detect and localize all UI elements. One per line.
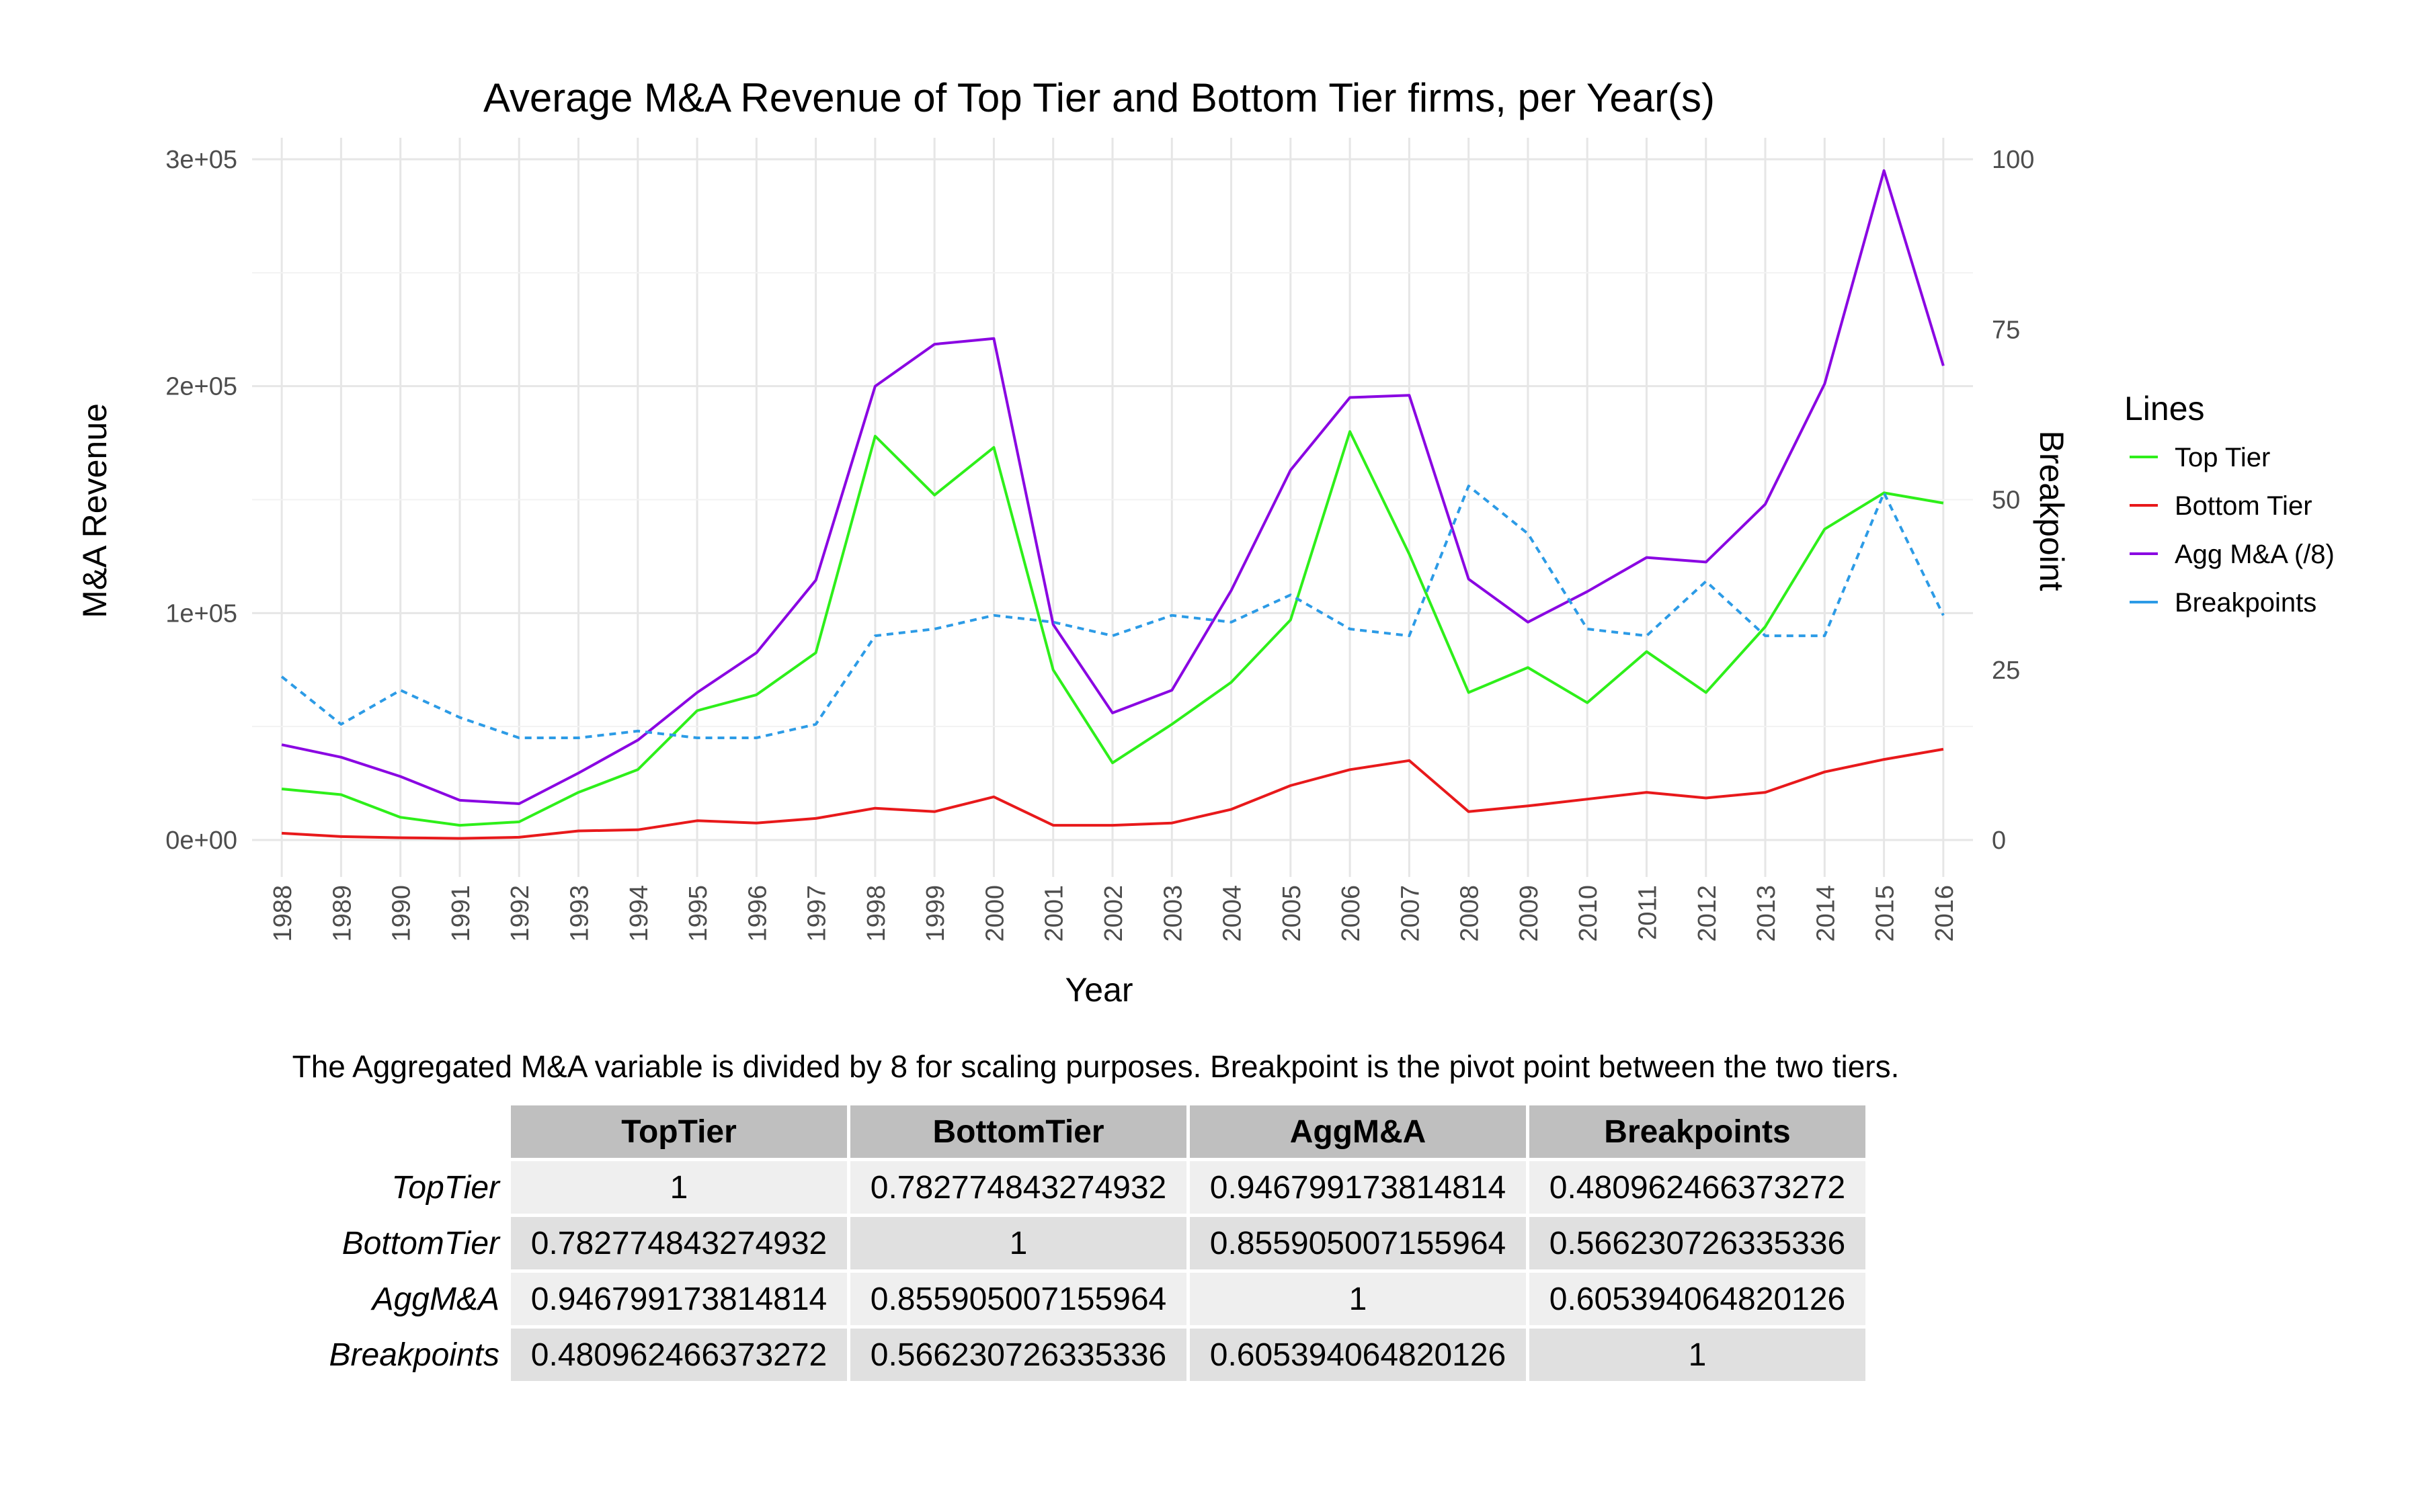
y-tick-label: 2e+05 [165, 373, 237, 401]
table-row: BottomTier 0.782774843274932 1 0.8559050… [309, 1217, 1865, 1269]
x-tick-label: 2000 [981, 885, 1009, 942]
legend-label-top-tier: Top Tier [2175, 443, 2270, 472]
table-cell: 0.782774843274932 [511, 1217, 847, 1269]
x-tick-label: 2005 [1278, 885, 1306, 942]
x-tick-label: 2009 [1515, 885, 1543, 942]
table-header-row: TopTier BottomTier AggM&A Breakpoints [309, 1105, 1865, 1158]
x-tick-label: 1999 [922, 885, 950, 942]
x-tick-label: 1998 [862, 885, 891, 942]
row-header: TopTier [391, 1169, 499, 1206]
y2-axis-label: Breakpoint [2033, 430, 2070, 591]
row-header: AggM&A [372, 1281, 499, 1317]
column-header: Breakpoints [1529, 1105, 1865, 1158]
y2-tick-label: 25 [1992, 657, 2020, 685]
x-tick-label: 1991 [447, 885, 475, 942]
x-tick-label: 2010 [1574, 885, 1603, 942]
table-cell: 0.480962466373272 [511, 1329, 847, 1381]
table-corner [309, 1105, 508, 1158]
x-tick-label: 2002 [1100, 885, 1128, 942]
table-cell: 0.480962466373272 [1529, 1161, 1865, 1214]
chart-caption: The Aggregated M&A variable is divided b… [292, 1049, 1900, 1084]
table-cell: 0.946799173814814 [1190, 1161, 1526, 1214]
y-tick-label: 0e+00 [165, 827, 237, 855]
x-tick-label: 1990 [388, 885, 416, 942]
x-axis-label: Year [1065, 971, 1133, 1009]
y2-tick-label: 0 [1992, 827, 2006, 855]
table-cell: 0.855905007155964 [1190, 1217, 1526, 1269]
axes: 1988 1989 1990 1991 1992 1993 1994 1995 1996 1997… [165, 146, 2034, 942]
row-header: BottomTier [341, 1225, 499, 1261]
legend-title: Lines [2124, 390, 2205, 427]
table-cell: 0.605394064820126 [1190, 1329, 1526, 1381]
table-cell: 0.855905007155964 [850, 1273, 1186, 1325]
y-axis-label: M&A Revenue [76, 403, 114, 618]
table-cell: 1 [1529, 1329, 1865, 1381]
legend-label-bottom-tier: Bottom Tier [2175, 491, 2312, 521]
table-cell: 0.782774843274932 [850, 1161, 1186, 1214]
x-tick-label: 1996 [743, 885, 772, 942]
column-header: AggM&A [1190, 1105, 1526, 1158]
column-header: BottomTier [850, 1105, 1186, 1158]
x-tick-label: 2007 [1396, 885, 1424, 942]
y2-tick-label: 100 [1992, 146, 2034, 174]
table-row: TopTier 1 0.782774843274932 0.9467991738… [309, 1161, 1865, 1214]
series-line-top-tier [281, 430, 1944, 827]
x-tick-label: 2004 [1219, 885, 1247, 942]
x-tick-label: 1994 [625, 885, 653, 942]
x-tick-label: 2013 [1752, 885, 1781, 942]
series-line-breakpoints [280, 485, 1945, 739]
chart-title: Average M&A Revenue of Top Tier and Bott… [483, 75, 1715, 120]
x-tick-label: 2008 [1456, 885, 1484, 942]
x-tick-label: 1997 [803, 885, 832, 942]
grid [252, 138, 1973, 877]
x-tick-label: 1988 [269, 885, 297, 942]
table-row: Breakpoints 0.480962466373272 0.56623072… [309, 1329, 1865, 1381]
y-tick-label: 3e+05 [165, 146, 237, 174]
legend-label-agg-m-a-8: Agg M&A (/8) [2175, 540, 2335, 569]
table-cell: 0.946799173814814 [511, 1273, 847, 1325]
x-tick-label: 1992 [506, 885, 534, 942]
y-tick-label: 1e+05 [165, 599, 237, 628]
row-header: Breakpoints [329, 1337, 499, 1373]
column-header: TopTier [511, 1105, 847, 1158]
table-cell: 1 [511, 1161, 847, 1214]
table-cell: 0.566230726335336 [1529, 1217, 1865, 1269]
x-tick-label: 2014 [1812, 885, 1840, 942]
table-cell: 1 [1190, 1273, 1526, 1325]
x-tick-label: 2003 [1159, 885, 1187, 942]
x-tick-label: 2011 [1634, 885, 1662, 940]
y2-tick-label: 75 [1992, 316, 2020, 344]
x-tick-label: 2016 [1931, 885, 1959, 942]
correlation-table: TopTier BottomTier AggM&A Breakpoints To… [306, 1102, 1869, 1384]
x-tick-label: 1989 [328, 885, 356, 942]
x-tick-label: 1995 [684, 885, 713, 942]
x-tick-label: 2012 [1693, 885, 1722, 942]
table-cell: 1 [850, 1217, 1186, 1269]
table-cell: 0.605394064820126 [1529, 1273, 1865, 1325]
x-tick-label: 2001 [1041, 885, 1069, 942]
series-line-agg-m-a-8 [281, 169, 1945, 805]
legend-label-breakpoints: Breakpoints [2175, 588, 2316, 618]
line-chart: Average M&A Revenue of Top Tier and Bott… [76, 75, 2335, 1009]
table-row: AggM&A 0.946799173814814 0.8559050071559… [309, 1273, 1865, 1325]
series-line-bottom-tier [281, 747, 1944, 840]
legend: Lines Top Tier Bottom Tier Agg M&A (/8) Bre… [2124, 390, 2335, 618]
table-cell: 0.566230726335336 [850, 1329, 1186, 1381]
series-lines [280, 169, 1945, 840]
x-tick-label: 1993 [566, 885, 594, 942]
y2-tick-label: 50 [1992, 487, 2020, 515]
x-tick-label: 2015 [1871, 885, 1900, 942]
x-tick-label: 2006 [1337, 885, 1365, 942]
